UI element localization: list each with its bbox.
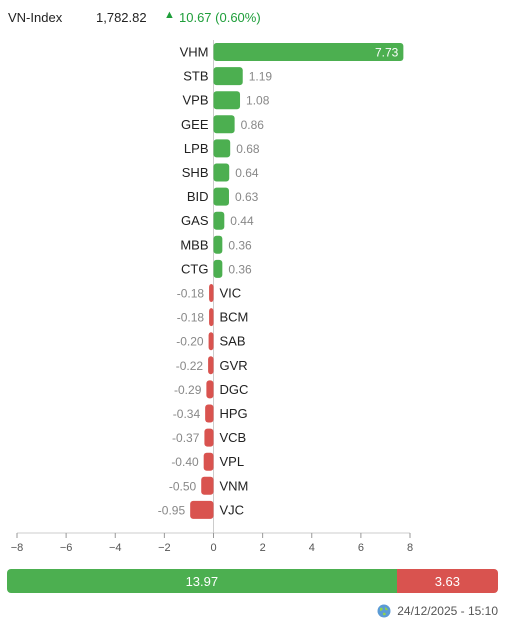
ticker-label-vic: VIC xyxy=(220,286,242,301)
x-tick-label: 0 xyxy=(210,542,216,554)
bar-shb xyxy=(213,163,230,182)
value-label-vhm: 7.73 xyxy=(375,46,399,60)
ticker-label-stb: STB xyxy=(183,69,208,84)
timestamp: 24/12/2025 - 15:10 xyxy=(397,604,498,618)
value-label-vnm: -0.50 xyxy=(169,479,197,493)
bar-gvr xyxy=(208,356,214,375)
ticker-label-dgc: DGC xyxy=(220,382,249,397)
value-label-vpl: -0.40 xyxy=(171,455,199,469)
value-label-vjc: -0.95 xyxy=(158,503,186,517)
bar-sab xyxy=(208,332,214,351)
x-tick-label: −6 xyxy=(60,542,73,554)
value-label-dgc: -0.29 xyxy=(174,383,202,397)
negative-total-label: 3.63 xyxy=(434,573,460,589)
ticker-label-vpl: VPL xyxy=(220,454,245,469)
x-tick-label: −2 xyxy=(158,542,171,554)
value-label-bid: 0.63 xyxy=(235,190,259,204)
ticker-label-ctg: CTG xyxy=(181,261,208,276)
ticker-label-hpg: HPG xyxy=(220,406,248,421)
bar-hpg xyxy=(205,404,214,423)
bar-gee xyxy=(213,115,235,134)
ticker-label-gvr: GVR xyxy=(220,358,248,373)
index-name: VN-Index xyxy=(8,9,63,25)
x-tick-label: 2 xyxy=(260,542,266,554)
bar-bid xyxy=(213,187,229,206)
footer: 24/12/2025 - 15:10 xyxy=(377,604,498,618)
bar-gas xyxy=(213,211,225,230)
value-label-ctg: 0.36 xyxy=(228,262,252,276)
value-label-shb: 0.64 xyxy=(235,166,259,180)
ticker-label-sab: SAB xyxy=(220,334,246,349)
x-tick-label: −8 xyxy=(11,542,24,554)
value-label-gvr: -0.22 xyxy=(176,359,204,373)
bar-vnm xyxy=(201,476,214,495)
ticker-label-mbb: MBB xyxy=(180,237,208,252)
x-tick-label: −4 xyxy=(109,542,122,554)
summary-bar: 13.97 3.63 xyxy=(7,569,498,593)
value-label-vpb: 1.08 xyxy=(246,94,270,108)
value-label-bcm: -0.18 xyxy=(177,311,205,325)
value-label-sab: -0.20 xyxy=(176,335,204,349)
bar-vjc xyxy=(190,500,214,519)
bar-vic xyxy=(209,284,214,302)
value-label-stb: 1.19 xyxy=(249,70,273,84)
bar-dgc xyxy=(206,380,214,399)
up-arrow-icon: ▲ xyxy=(164,9,175,21)
bar-ctg xyxy=(213,259,223,278)
positive-total-label: 13.97 xyxy=(185,573,219,589)
x-tick-label: 6 xyxy=(358,542,364,554)
bar-vpl xyxy=(203,452,214,471)
index-value: 1,782.82 xyxy=(96,9,147,25)
bar-vpb xyxy=(213,91,241,110)
contribution-bar-chart: VHM 7.73 STB 1.19 VPB 1.08 GEE 0.86 LPB 0.68 SHB 0.… xyxy=(11,40,413,554)
positive-total-segment: 13.97 xyxy=(7,569,397,593)
value-label-vcb: -0.37 xyxy=(172,431,200,445)
value-label-lpb: 0.68 xyxy=(236,142,260,156)
ticker-label-shb: SHB xyxy=(182,165,209,180)
index-header: VN-Index 1,782.82 ▲ 10.67 (0.60%) xyxy=(8,8,261,26)
x-tick-label: 8 xyxy=(407,542,413,554)
ticker-label-vpb: VPB xyxy=(182,93,208,108)
globe-icon xyxy=(377,604,391,618)
ticker-label-lpb: LPB xyxy=(184,141,209,156)
negative-total-segment: 3.63 xyxy=(396,569,498,593)
index-change: 10.67 (0.60%) xyxy=(179,9,261,25)
ticker-label-vcb: VCB xyxy=(220,430,247,445)
value-label-gas: 0.44 xyxy=(230,214,254,228)
value-label-hpg: -0.34 xyxy=(173,407,201,421)
ticker-label-vjc: VJC xyxy=(220,502,245,517)
ticker-label-vhm: VHM xyxy=(180,45,209,60)
x-tick-label: 4 xyxy=(309,542,315,554)
ticker-label-vnm: VNM xyxy=(220,478,249,493)
bar-vhm xyxy=(213,43,404,61)
ticker-label-bcm: BCM xyxy=(220,310,249,325)
value-label-gee: 0.86 xyxy=(241,118,265,132)
bar-mbb xyxy=(213,235,223,254)
bar-bcm xyxy=(209,308,214,327)
value-label-mbb: 0.36 xyxy=(228,238,252,252)
value-label-vic: -0.18 xyxy=(177,287,205,301)
bar-stb xyxy=(213,67,243,86)
ticker-label-gas: GAS xyxy=(181,213,209,228)
bar-vcb xyxy=(204,428,214,447)
bar-lpb xyxy=(213,139,231,158)
ticker-label-bid: BID xyxy=(187,189,209,204)
ticker-label-gee: GEE xyxy=(181,117,209,132)
